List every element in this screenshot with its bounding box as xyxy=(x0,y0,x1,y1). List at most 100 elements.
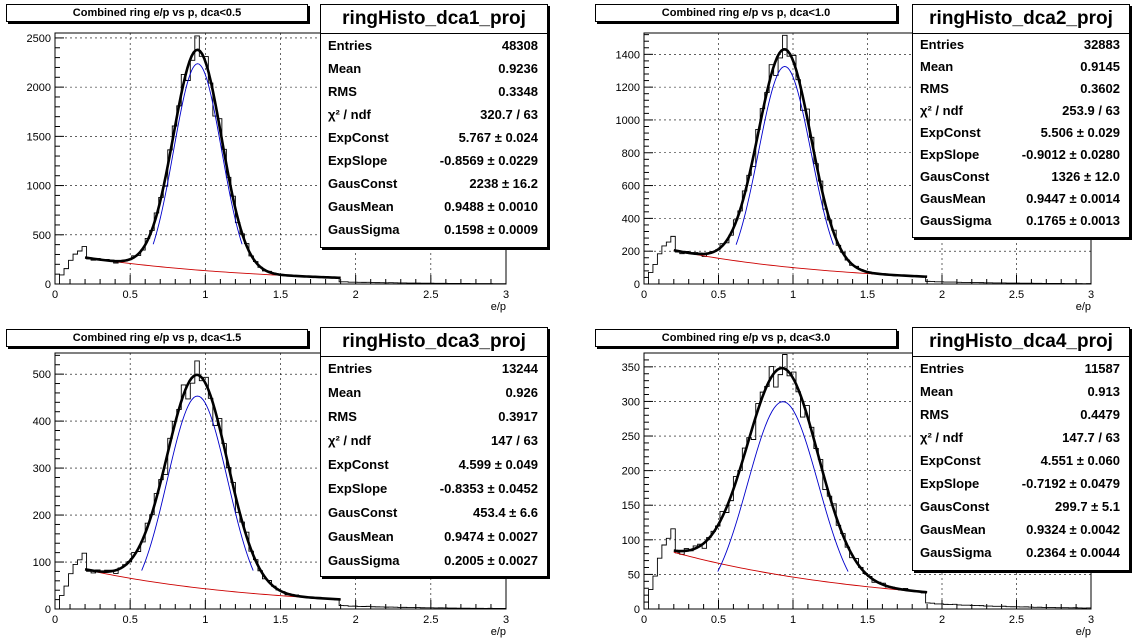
y-tick-label: 800 xyxy=(622,148,640,160)
x-tick-label: 0.5 xyxy=(123,614,138,626)
x-tick-label: 1 xyxy=(790,289,796,301)
stats-row: GausConst 453.4 ± 6.6 xyxy=(321,501,547,525)
stats-value: 0.9488 ± 0.0010 xyxy=(444,199,538,214)
x-tick-label: 3 xyxy=(503,289,509,301)
y-tick-label: 400 xyxy=(622,213,640,225)
stats-value: 0.3917 xyxy=(498,409,538,424)
y-tick-label: 400 xyxy=(33,416,51,428)
stats-row: GausSigma 0.2005 ± 0.0027 xyxy=(321,549,547,573)
stats-name-2: ringHisto_dca2_proj xyxy=(913,5,1129,34)
stats-label: χ² / ndf xyxy=(920,103,963,118)
stats-row: Entries 48308 xyxy=(321,34,547,57)
stats-row: GausConst 299.7 ± 5.1 xyxy=(913,495,1129,518)
x-tick-label: 3 xyxy=(1088,289,1094,301)
stats-label: Mean xyxy=(328,385,362,400)
y-tick-label: 100 xyxy=(622,535,640,547)
total-fit-curve xyxy=(84,48,341,280)
y-tick-label: 300 xyxy=(33,463,51,475)
stats-value: 0.9236 xyxy=(498,61,538,76)
x-tick-label: 3 xyxy=(503,614,509,626)
stats-label: RMS xyxy=(920,407,949,422)
x-axis: 0 0.5 1 1.5 2 2.5 3 xyxy=(52,600,509,626)
stats-label: ExpConst xyxy=(920,125,981,140)
stats-row: ExpSlope -0.9012 ± 0.0280 xyxy=(913,144,1129,166)
y-tick-label: 600 xyxy=(622,181,640,193)
stats-row: GausConst 1326 ± 12.0 xyxy=(913,166,1129,188)
stats-row: RMS 0.3917 xyxy=(321,405,547,429)
stats-box-1: ringHisto_dca1_proj Entries 48308 Mean 0.92… xyxy=(320,4,548,248)
x-tick-label: 2.5 xyxy=(423,614,438,626)
stats-rows-3: Entries 13244 Mean 0.926 RMS 0.3917 χ² / ndf 14… xyxy=(321,357,547,573)
stats-row: GausMean 0.9447 ± 0.0014 xyxy=(913,188,1129,210)
stats-value: 0.926 xyxy=(505,385,538,400)
x-axis-label: e/p xyxy=(491,301,506,313)
y-tick-label: 0 xyxy=(634,279,640,291)
stats-row: ExpConst 5.767 ± 0.024 xyxy=(321,126,547,149)
y-axis: 0 200 400 600 800 1000 1200 1400 xyxy=(616,34,653,291)
exp-background-curve xyxy=(673,551,928,593)
x-tick-label: 0 xyxy=(641,289,647,301)
stats-value: 0.4479 xyxy=(1080,407,1120,422)
stats-value: 1326 ± 12.0 xyxy=(1051,169,1120,184)
stats-label: RMS xyxy=(920,81,949,96)
stats-label: Mean xyxy=(920,59,954,74)
stats-row: GausMean 0.9474 ± 0.0027 xyxy=(321,525,547,549)
stats-label: Entries xyxy=(328,38,373,53)
stats-rows-2: Entries 32883 Mean 0.9145 RMS 0.3602 χ² / ndf 2… xyxy=(913,34,1129,232)
stats-label: GausSigma xyxy=(328,222,400,237)
y-axis: 0 50 100 150 200 250 300 350 xyxy=(622,359,653,616)
total-fit-curve xyxy=(84,373,341,601)
stats-row: χ² / ndf 253.9 / 63 xyxy=(913,100,1129,122)
y-tick-label: 200 xyxy=(622,246,640,258)
stats-value: 4.599 ± 0.049 xyxy=(458,457,538,472)
pad-1: 0 0.5 1 1.5 2 2.5 3 e/p 0 500 1000 1500 2000 2500 Com… xyxy=(0,0,572,320)
plot-title-4: Combined ring e/p vs p, dca<3.0 xyxy=(595,329,897,347)
stats-label: Entries xyxy=(920,361,965,376)
stats-label: Mean xyxy=(920,384,954,399)
x-tick-label: 2.5 xyxy=(1009,614,1024,626)
stats-row: Entries 13244 xyxy=(321,357,547,381)
stats-label: GausConst xyxy=(328,505,398,520)
pad-2: 0 0.5 1 1.5 2 2.5 3 e/p 0 200 400 600 800 1000 1200 140… xyxy=(589,0,1145,320)
histogram-plot-2: 0 0.5 1 1.5 2 2.5 3e/p 0 200 400 600 800 1000 1200 140… xyxy=(616,32,1094,313)
x-axis: 0 0.5 1 1.5 2 2.5 3 xyxy=(52,275,509,301)
y-tick-label: 2000 xyxy=(27,82,51,94)
stats-value: 4.551 ± 0.060 xyxy=(1040,453,1120,468)
stats-row: GausSigma 0.1765 ± 0.0013 xyxy=(913,210,1129,232)
stats-row: GausMean 0.9324 ± 0.0042 xyxy=(913,518,1129,541)
x-tick-label: 0 xyxy=(641,614,647,626)
stats-value: 0.9447 ± 0.0014 xyxy=(1026,191,1120,206)
stats-rows-4: Entries 11587 Mean 0.913 RMS 0.4479 χ² / ndf 14… xyxy=(913,357,1129,564)
stats-row: Entries 32883 xyxy=(913,34,1129,56)
stats-label: ExpConst xyxy=(328,457,389,472)
stats-row: RMS 0.3602 xyxy=(913,78,1129,100)
x-tick-label: 1 xyxy=(790,614,796,626)
stats-label: χ² / ndf xyxy=(920,430,963,445)
stats-row: GausConst 2238 ± 16.2 xyxy=(321,172,547,195)
y-tick-label: 1400 xyxy=(616,49,640,61)
stats-box-3: ringHisto_dca3_proj Entries 13244 Mean 0.92… xyxy=(320,327,548,577)
stats-value: 0.913 xyxy=(1087,384,1120,399)
stats-value: 453.4 ± 6.6 xyxy=(473,505,538,520)
stats-label: ExpConst xyxy=(920,453,981,468)
x-tick-label: 2.5 xyxy=(423,289,438,301)
stats-label: ExpSlope xyxy=(328,153,388,168)
plot-title-3: Combined ring e/p vs p, dca<1.5 xyxy=(6,329,308,347)
stats-rows-1: Entries 48308 Mean 0.9236 RMS 0.3348 χ² / ndf 3… xyxy=(321,34,547,241)
stats-value: 299.7 ± 5.1 xyxy=(1055,499,1120,514)
y-tick-label: 150 xyxy=(622,500,640,512)
x-axis: 0 0.5 1 1.5 2 2.5 3 xyxy=(641,600,1094,626)
stats-label: GausConst xyxy=(920,169,990,184)
stats-value: 32883 xyxy=(1083,37,1120,52)
stats-value: 0.2005 ± 0.0027 xyxy=(444,553,538,568)
stats-label: ExpSlope xyxy=(920,147,980,162)
x-axis-label: e/p xyxy=(1076,301,1091,313)
stats-box-4: ringHisto_dca4_proj Entries 11587 Mean 0.91… xyxy=(912,327,1130,571)
stats-label: GausConst xyxy=(920,499,990,514)
stats-row: Mean 0.9145 xyxy=(913,56,1129,78)
y-tick-label: 1000 xyxy=(27,181,51,193)
y-tick-label: 200 xyxy=(33,510,51,522)
stats-value: 147 / 63 xyxy=(491,433,538,448)
exp-background-curve xyxy=(84,569,341,600)
y-tick-label: 500 xyxy=(33,369,51,381)
